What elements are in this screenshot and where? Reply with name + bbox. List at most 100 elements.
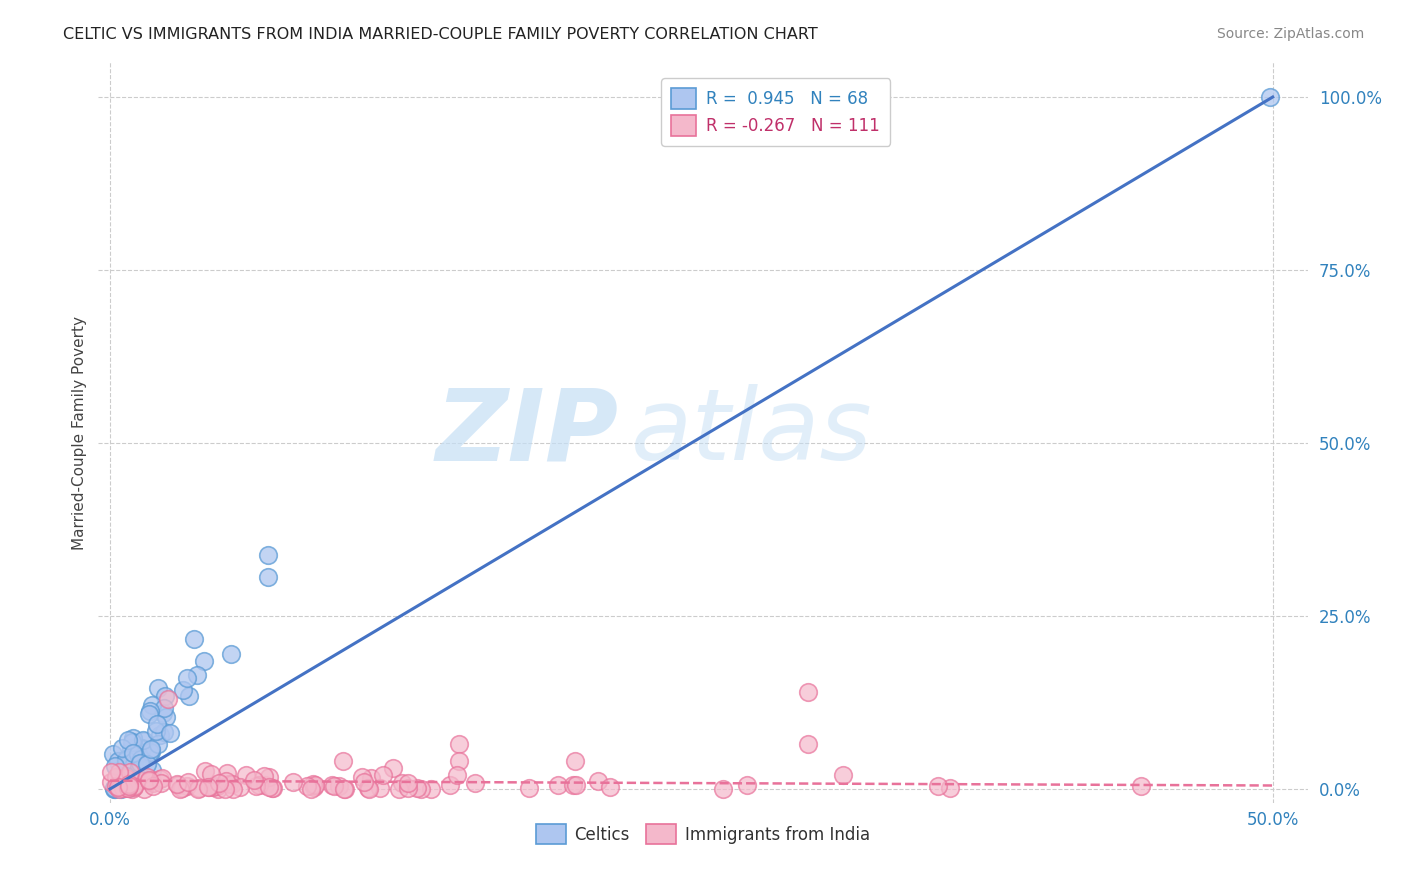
Point	[129, 752, 152, 766]
Point	[124, 780, 146, 794]
Point	[565, 778, 588, 792]
Point	[561, 778, 583, 792]
Point	[360, 772, 382, 786]
Point	[588, 774, 610, 789]
Point	[122, 745, 145, 759]
Point	[332, 754, 354, 768]
Point	[167, 778, 190, 792]
Point	[107, 754, 129, 768]
Point	[153, 701, 176, 715]
Point	[100, 765, 122, 780]
Point	[127, 772, 149, 787]
Point	[245, 779, 267, 793]
Point	[391, 776, 413, 790]
Point	[186, 781, 208, 796]
Point	[127, 747, 149, 762]
Point	[138, 704, 160, 718]
Point	[243, 773, 266, 788]
Point	[222, 781, 245, 796]
Point	[219, 647, 242, 661]
Point	[145, 724, 167, 739]
Point	[110, 777, 132, 791]
Point	[115, 752, 138, 766]
Point	[136, 756, 159, 771]
Point	[114, 781, 136, 796]
Point	[155, 710, 177, 724]
Point	[447, 737, 470, 751]
Point	[149, 776, 172, 790]
Text: atlas: atlas	[630, 384, 872, 481]
Point	[152, 724, 174, 739]
Point	[299, 781, 322, 796]
Point	[328, 779, 350, 793]
Point	[517, 781, 540, 796]
Point	[114, 773, 136, 788]
Point	[335, 781, 357, 796]
Point	[221, 777, 243, 791]
Point	[121, 781, 143, 796]
Point	[927, 779, 949, 793]
Point	[146, 738, 169, 752]
Point	[711, 781, 734, 796]
Point	[136, 770, 159, 784]
Point	[321, 778, 343, 792]
Text: ZIP: ZIP	[436, 384, 619, 481]
Point	[101, 747, 124, 761]
Point	[146, 717, 169, 731]
Point	[121, 734, 143, 748]
Point	[295, 780, 318, 794]
Point	[396, 781, 419, 796]
Point	[446, 768, 468, 782]
Point	[439, 778, 461, 792]
Point	[138, 773, 160, 788]
Point	[257, 780, 280, 795]
Point	[217, 765, 239, 780]
Point	[254, 778, 277, 792]
Point	[257, 549, 280, 563]
Point	[117, 777, 139, 791]
Point	[152, 706, 174, 720]
Point	[108, 765, 131, 780]
Point	[118, 781, 141, 796]
Point	[304, 778, 326, 792]
Point	[218, 777, 240, 791]
Point	[832, 768, 855, 782]
Point	[262, 780, 284, 795]
Point	[350, 770, 373, 784]
Point	[179, 690, 201, 704]
Point	[197, 780, 219, 794]
Point	[359, 781, 381, 796]
Point	[114, 759, 136, 773]
Point	[938, 781, 960, 796]
Point	[103, 781, 125, 796]
Point	[142, 776, 165, 790]
Point	[122, 736, 145, 750]
Point	[257, 770, 280, 784]
Point	[122, 734, 145, 748]
Point	[120, 758, 142, 772]
Point	[118, 777, 141, 791]
Point	[333, 781, 356, 796]
Point	[247, 778, 270, 792]
Point	[409, 781, 432, 796]
Point	[139, 745, 162, 759]
Point	[115, 769, 138, 783]
Point	[149, 728, 172, 742]
Point	[396, 776, 419, 790]
Point	[120, 765, 142, 780]
Point	[1260, 90, 1282, 104]
Point	[139, 742, 162, 756]
Point	[235, 768, 257, 782]
Text: Source: ZipAtlas.com: Source: ZipAtlas.com	[1216, 27, 1364, 41]
Point	[103, 780, 125, 795]
Point	[796, 737, 818, 751]
Point	[353, 775, 375, 789]
Point	[114, 753, 136, 767]
Point	[111, 741, 134, 756]
Point	[117, 780, 139, 795]
Point	[141, 698, 163, 713]
Point	[138, 707, 160, 722]
Point	[142, 779, 165, 793]
Point	[159, 725, 181, 739]
Point	[120, 741, 142, 756]
